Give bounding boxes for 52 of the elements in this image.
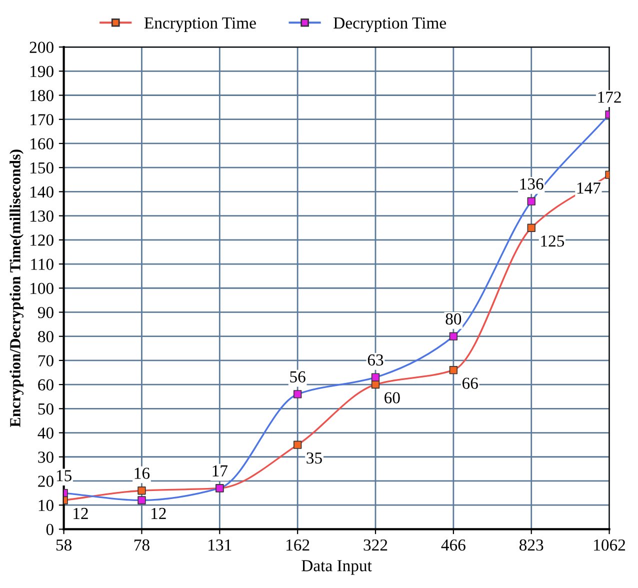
y-tick-label: 150 xyxy=(30,162,54,174)
x-axis-title: Data Input xyxy=(302,560,372,575)
y-tick-label: 10 xyxy=(38,500,54,512)
data-label: 66 xyxy=(462,378,478,389)
y-tick-label: 60 xyxy=(38,379,54,390)
y-tick-label: 80 xyxy=(38,331,54,342)
y-axis-title: Encryption/Decryption Time(milliseconds) xyxy=(10,150,24,427)
y-tick-label: 100 xyxy=(30,282,54,294)
data-label: 17 xyxy=(212,465,228,476)
x-tick-label: 162 xyxy=(286,539,310,551)
y-tick-label: 160 xyxy=(30,138,54,150)
y-tick-label: 180 xyxy=(30,90,54,102)
y-tick-label: 70 xyxy=(38,355,54,366)
data-label: 56 xyxy=(290,371,306,382)
data-label: 63 xyxy=(368,354,384,366)
y-tick-label: 190 xyxy=(30,66,54,78)
data-label: 60 xyxy=(384,392,400,404)
data-label: 15 xyxy=(56,470,72,482)
data-label: 147 xyxy=(577,182,600,194)
x-tick-label: 322 xyxy=(364,539,388,551)
data-label: 35 xyxy=(306,452,322,464)
y-tick-label: 130 xyxy=(30,210,54,222)
point xyxy=(449,366,458,374)
x-tick-label: 58 xyxy=(56,539,72,551)
data-label: 12 xyxy=(74,508,88,519)
y-tick-label: 200 xyxy=(30,42,54,53)
data-label: 80 xyxy=(446,313,462,325)
y-tick-label: 20 xyxy=(38,476,54,487)
y-tick-label: 0 xyxy=(46,524,54,536)
y-tick-label: 170 xyxy=(30,114,54,126)
data-label: 125 xyxy=(541,235,564,247)
y-tick-label: 30 xyxy=(38,452,54,463)
point xyxy=(138,486,146,495)
data-label: 136 xyxy=(520,178,544,190)
legend-label: Decryption Time xyxy=(334,17,446,32)
y-tick-label: 110 xyxy=(31,258,54,270)
point xyxy=(527,224,536,232)
y-tick-label: 140 xyxy=(30,186,54,198)
x-tick-label: 131 xyxy=(208,539,232,551)
data-label: 16 xyxy=(134,468,150,479)
y-tick-label: 120 xyxy=(30,234,54,246)
y-tick-label: 40 xyxy=(38,427,54,439)
x-tick-label: 1062 xyxy=(594,539,626,551)
data-label: 12 xyxy=(152,508,166,519)
point xyxy=(293,440,302,449)
x-tick-label: 466 xyxy=(441,539,466,551)
x-tick-label: 78 xyxy=(134,539,150,551)
y-tick-label: 90 xyxy=(38,306,54,318)
y-tick-label: 50 xyxy=(38,403,54,415)
x-tick-label: 823 xyxy=(520,539,544,551)
data-label: 172 xyxy=(598,92,621,103)
legend-label: Encryption Time xyxy=(144,17,256,32)
